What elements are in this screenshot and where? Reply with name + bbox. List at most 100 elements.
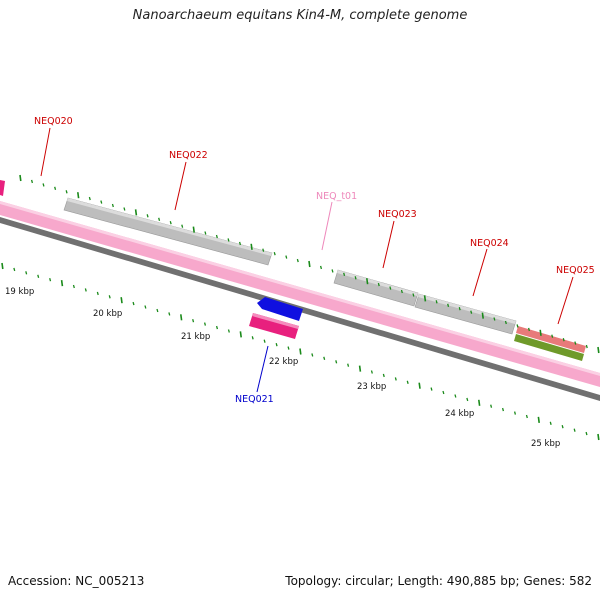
gene-neq025-salmon[interactable] bbox=[516, 326, 586, 353]
gene-neq021-blue[interactable] bbox=[257, 297, 303, 321]
scale-tick bbox=[323, 356, 326, 360]
scale-tick bbox=[168, 312, 171, 316]
scale-tick bbox=[447, 303, 450, 307]
scale-tick bbox=[227, 329, 230, 333]
scale-tick bbox=[435, 300, 438, 304]
gene-neq022-highlight bbox=[67, 198, 272, 256]
scale-tick bbox=[88, 196, 91, 201]
scale-tick bbox=[358, 365, 362, 372]
scale-tick bbox=[227, 238, 230, 242]
scale-tick bbox=[72, 284, 75, 289]
gene-label-neq021[interactable]: NEQ021 bbox=[235, 394, 274, 405]
scale-tick bbox=[180, 314, 183, 321]
gene-neq021-magenta-highlight bbox=[252, 313, 299, 329]
scale-tick bbox=[134, 209, 138, 216]
scale-tick bbox=[370, 370, 373, 374]
scale-tick bbox=[561, 425, 564, 429]
forward-genes bbox=[0, 180, 586, 361]
callout-line bbox=[382, 220, 395, 269]
kbp-label: 25 kbp bbox=[531, 439, 560, 449]
tick-row-outer bbox=[19, 174, 600, 354]
scale-tick bbox=[238, 241, 242, 246]
scale-tick bbox=[597, 346, 600, 354]
scale-tick bbox=[551, 334, 554, 338]
scale-tick bbox=[273, 252, 276, 256]
scale-tick bbox=[30, 179, 34, 184]
gene-label-neq020[interactable]: NEQ020 bbox=[34, 116, 73, 127]
scale-tick bbox=[263, 339, 266, 343]
scale-tick bbox=[493, 317, 496, 321]
kbp-label: 20 kbp bbox=[93, 309, 122, 319]
scale-tick bbox=[574, 341, 577, 345]
scale-tick bbox=[60, 279, 64, 287]
callout-line bbox=[40, 127, 51, 177]
kbp-label: 24 kbp bbox=[445, 409, 474, 419]
gene-label-neq023[interactable]: NEQ023 bbox=[378, 209, 417, 220]
scale-tick bbox=[144, 305, 147, 309]
scale-tick bbox=[466, 397, 469, 402]
gene-neq025-olive[interactable] bbox=[514, 334, 584, 361]
scale-tick bbox=[597, 433, 600, 441]
gene-label-neq-t01[interactable]: NEQ_t01 bbox=[316, 191, 357, 202]
reverse-genes bbox=[249, 297, 303, 339]
accession-text: Accession: NC_005213 bbox=[8, 574, 145, 588]
gene-neq024-highlight bbox=[418, 294, 516, 324]
kbp-label: 22 kbp bbox=[269, 357, 298, 367]
scale-tick bbox=[100, 200, 103, 204]
scale-tick bbox=[111, 203, 114, 208]
gene-neq023-highlight bbox=[337, 270, 418, 296]
scale-tick bbox=[25, 271, 28, 275]
scale-tick bbox=[454, 394, 457, 398]
scale-tick bbox=[389, 286, 392, 290]
scale-tick bbox=[19, 174, 22, 182]
scale-tick bbox=[146, 214, 149, 218]
scale-tick bbox=[418, 382, 421, 389]
tick-row-inner bbox=[1, 262, 600, 441]
scale-tick bbox=[251, 336, 254, 340]
scale-tick bbox=[470, 310, 473, 314]
scale-tick bbox=[49, 278, 52, 282]
kbp-label: 21 kbp bbox=[181, 332, 210, 342]
scale-tick bbox=[343, 272, 346, 276]
backbone-pink-strand bbox=[0, 201, 600, 387]
scale-tick bbox=[585, 344, 588, 349]
scale-tick bbox=[585, 431, 588, 436]
scale-tick bbox=[347, 363, 350, 367]
gene-callouts: NEQ020 NEQ022 NEQ_t01 NEQ023 NEQ024 NEQ0… bbox=[34, 116, 595, 405]
scale-tick bbox=[296, 258, 299, 263]
scale-tick bbox=[319, 265, 323, 270]
scale-tick bbox=[132, 301, 135, 306]
gene-label-neq024[interactable]: NEQ024 bbox=[470, 238, 509, 249]
scale-tick bbox=[239, 331, 242, 338]
scale-tick bbox=[13, 267, 16, 272]
scale-tick bbox=[215, 325, 219, 330]
gene-neq021-magenta[interactable] bbox=[249, 313, 299, 339]
backbone bbox=[0, 201, 600, 401]
scale-tick bbox=[442, 390, 445, 395]
scale-tick bbox=[501, 407, 505, 412]
scale-tick bbox=[299, 348, 302, 355]
scale-tick bbox=[490, 404, 493, 408]
scale-tick bbox=[539, 329, 542, 336]
gene-neq020-fragment[interactable] bbox=[0, 180, 5, 196]
scale-tick bbox=[366, 278, 369, 285]
scale-tick bbox=[527, 327, 531, 332]
scale-tick bbox=[37, 274, 40, 278]
scale-tick bbox=[123, 207, 126, 211]
scale-tick bbox=[169, 221, 172, 225]
callout-line bbox=[472, 248, 488, 297]
scale-tick bbox=[513, 411, 517, 415]
scale-tick bbox=[77, 192, 80, 199]
scale-tick bbox=[156, 308, 159, 313]
scale-tick bbox=[65, 190, 68, 194]
scale-tick bbox=[84, 288, 87, 292]
scale-tick bbox=[478, 399, 481, 406]
callout-line bbox=[256, 345, 269, 393]
gene-label-neq022[interactable]: NEQ022 bbox=[169, 150, 208, 161]
gene-label-neq025[interactable]: NEQ025 bbox=[556, 265, 595, 276]
scale-tick bbox=[537, 416, 540, 424]
scale-tick bbox=[406, 380, 409, 384]
scale-tick bbox=[504, 320, 507, 325]
scale-tick bbox=[108, 295, 111, 299]
